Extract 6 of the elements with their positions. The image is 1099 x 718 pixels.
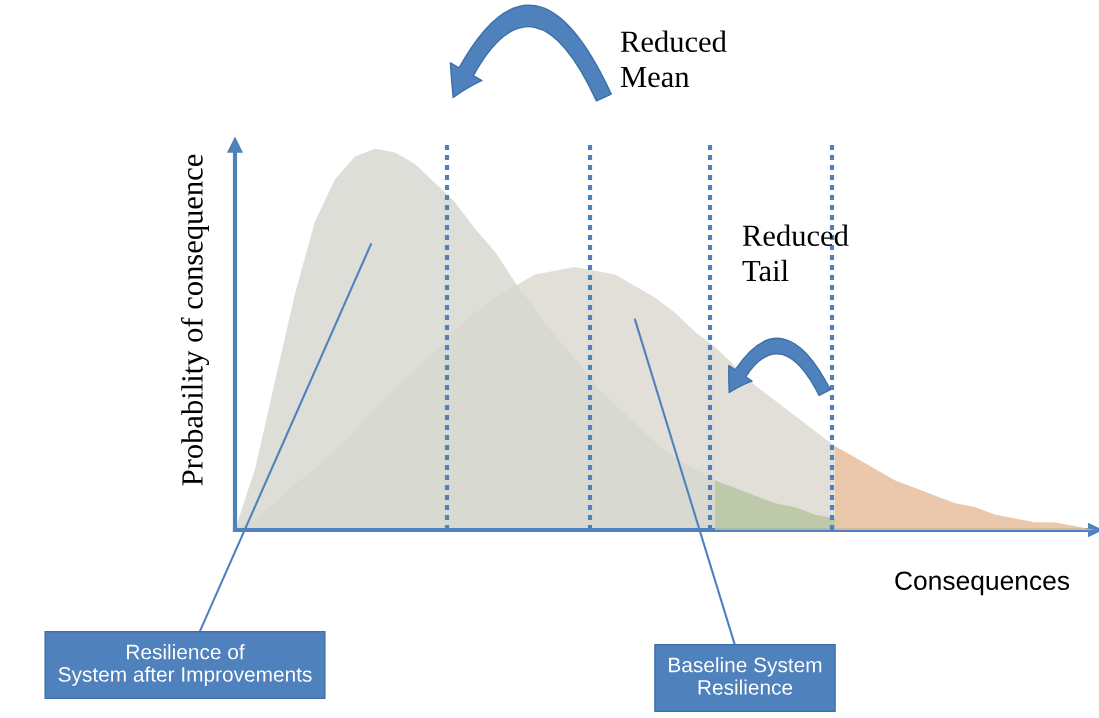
annotation: Reduced Tail (742, 224, 849, 282)
text: Baseline System Resilience (669, 657, 822, 695)
x-axis-title: Consequences (895, 571, 1070, 596)
y-axis-title: Probability of consequence (180, 154, 210, 486)
text: Resilience of System after Improvements (58, 644, 312, 686)
text: Reduced Mean (620, 30, 727, 88)
